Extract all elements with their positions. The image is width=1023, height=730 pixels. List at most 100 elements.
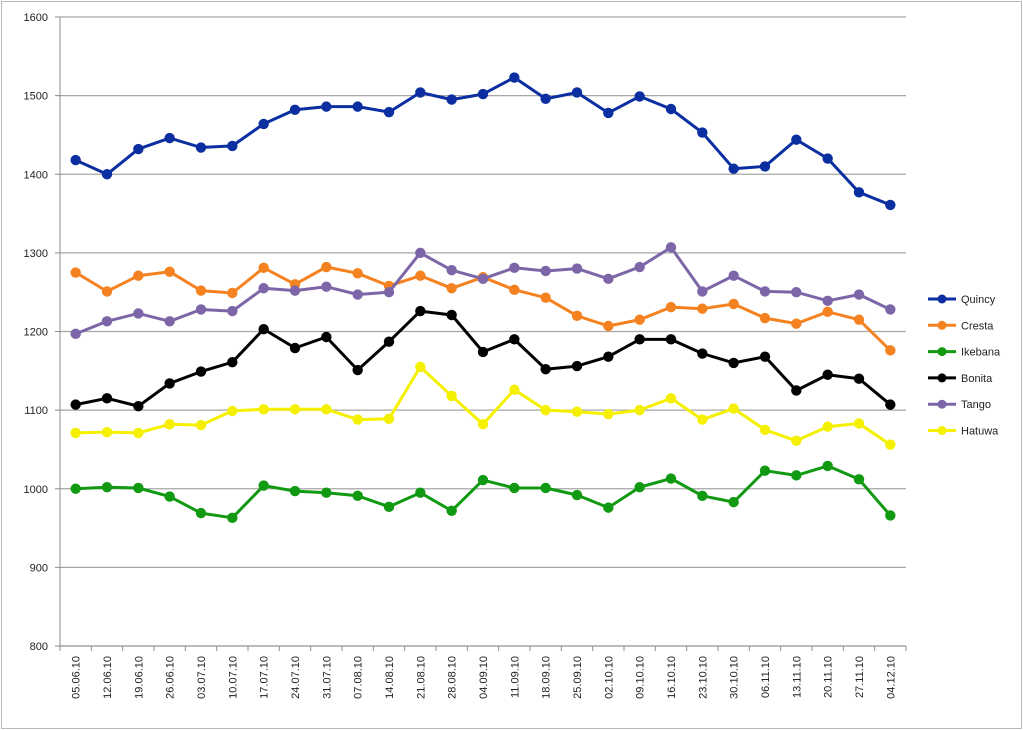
data-point (509, 72, 520, 83)
data-point (759, 351, 771, 362)
data-point (321, 261, 332, 273)
x-tick-label: 25.09.10 (572, 656, 584, 699)
data-point (383, 286, 395, 298)
data-point (571, 87, 583, 98)
data-point (446, 309, 457, 321)
data-point (791, 318, 802, 329)
data-point (571, 263, 583, 274)
data-point (509, 482, 520, 494)
data-point (446, 264, 457, 276)
data-point (383, 413, 395, 424)
data-point (415, 361, 426, 373)
data-point (697, 490, 708, 502)
x-tick-label: 06.11.10 (760, 656, 772, 698)
data-point (289, 404, 301, 415)
data-point (446, 283, 457, 294)
data-point (509, 284, 520, 296)
data-point (885, 304, 896, 315)
data-point (665, 103, 677, 115)
data-point (885, 399, 896, 410)
legend-swatch-marker (937, 347, 947, 357)
data-point (164, 419, 175, 430)
data-point (227, 287, 238, 299)
data-point (759, 424, 771, 435)
y-tick-label: 1400 (24, 169, 48, 181)
data-point (697, 414, 708, 425)
data-point (885, 345, 896, 356)
data-point (446, 390, 457, 402)
x-tick-label: 24.07.10 (290, 656, 302, 699)
data-point (289, 485, 301, 497)
x-tick-label: 21.08.10 (415, 656, 427, 699)
data-point (101, 286, 113, 297)
data-point (227, 512, 238, 524)
data-point (603, 351, 614, 362)
data-point (728, 270, 739, 281)
data-point (227, 140, 238, 152)
data-point (634, 314, 645, 325)
data-point (571, 360, 583, 372)
data-point (603, 320, 614, 332)
data-point (101, 393, 113, 404)
data-point (70, 328, 81, 340)
data-point (634, 481, 645, 493)
x-tick-label: 04.09.10 (478, 656, 490, 699)
data-point (415, 487, 426, 498)
data-point (101, 481, 113, 493)
data-point (571, 310, 583, 321)
data-point (195, 285, 207, 296)
x-tick-label: 19.06.10 (133, 656, 145, 699)
data-point (258, 404, 269, 415)
data-point (759, 465, 771, 476)
data-point (665, 301, 677, 313)
data-point (415, 247, 426, 259)
data-point (540, 364, 551, 375)
data-point (885, 439, 896, 450)
data-point (853, 474, 865, 485)
data-point (258, 118, 269, 130)
data-point (697, 286, 708, 297)
legend-swatch-marker (937, 426, 947, 435)
data-point (728, 298, 739, 310)
data-point (70, 427, 81, 439)
x-axis-labels: 05.06.10 12.06.10 19.06.10 26.06.10 03.07.10… (59, 646, 907, 699)
y-tick-label: 1600 (24, 12, 48, 24)
legend-swatch-marker (937, 320, 947, 330)
data-point (571, 489, 583, 501)
data-point (540, 482, 551, 494)
data-point (697, 348, 708, 359)
data-point (164, 266, 175, 277)
data-point (70, 483, 81, 494)
data-point (540, 292, 551, 303)
data-point (540, 265, 551, 277)
data-point (195, 304, 207, 315)
legend-item: Quincy (928, 294, 996, 306)
data-point (195, 507, 207, 519)
data-point (822, 295, 833, 307)
data-point (133, 270, 144, 281)
data-point (101, 169, 113, 180)
data-point (415, 87, 426, 98)
data-point (70, 399, 81, 410)
legend-label: Ikebana (961, 347, 1001, 359)
data-point (383, 501, 395, 513)
data-point (415, 305, 426, 317)
y-tick-label: 1100 (24, 405, 48, 417)
data-point (258, 262, 269, 274)
data-point (227, 305, 238, 317)
data-point (603, 273, 614, 285)
legend-label: Bonita (961, 373, 993, 385)
data-point (133, 308, 144, 319)
data-point (509, 262, 520, 274)
legend-label: Cresta (961, 320, 994, 332)
data-point (258, 283, 269, 294)
series-hatuwa (70, 361, 896, 450)
data-point (634, 404, 645, 416)
x-tick-label: 26.06.10 (165, 656, 177, 699)
data-point (321, 487, 332, 498)
data-point (791, 134, 802, 145)
data-point (352, 364, 363, 376)
data-point (791, 286, 802, 298)
legend-label: Tango (961, 399, 991, 411)
